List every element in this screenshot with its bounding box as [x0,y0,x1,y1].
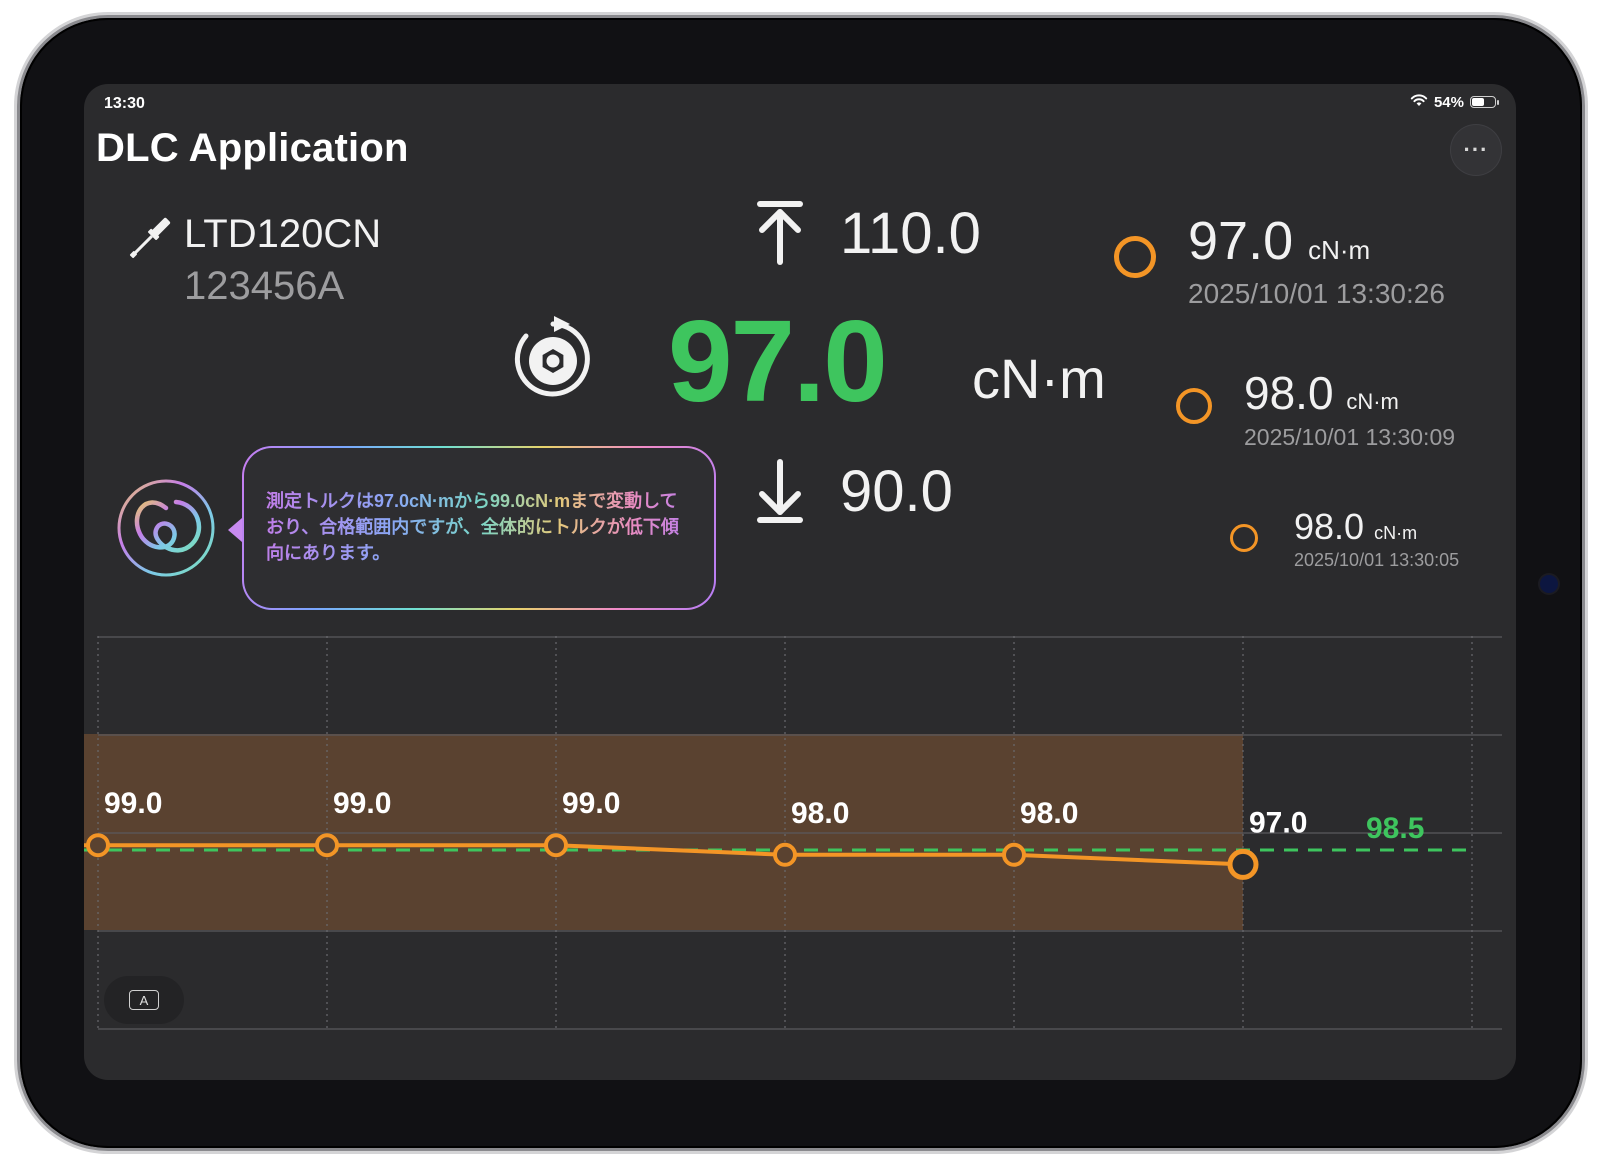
history-unit: cN·m [1374,523,1418,543]
more-options-button[interactable]: ··· [1450,124,1502,176]
history-status-ring-icon [1230,524,1258,552]
history-status-ring-icon [1176,388,1212,424]
history-value: 97.0 cN·m [1188,211,1371,271]
wifi-icon [1410,93,1428,111]
history-status-ring-icon [1114,236,1156,278]
data-label: 98.0 [791,797,849,830]
upper-limit-arrow-icon [752,198,808,273]
upper-limit-value: 110.0 [840,201,981,266]
history-timestamp: 2025/10/01 13:30:26 [1188,278,1445,309]
history-unit: cN·m [1308,235,1371,265]
data-label: 99.0 [333,787,391,820]
ai-assistant-icon[interactable] [116,478,216,583]
data-point [1227,848,1259,880]
battery-percent: 54% [1433,93,1464,111]
data-point [773,842,797,867]
lower-limit-arrow-icon [752,456,808,531]
current-torque-unit: cN·m [972,347,1106,410]
tolerance-band [84,734,1243,930]
data-point [315,833,339,858]
data-point [86,833,110,858]
data-point [1002,842,1026,867]
lower-limit-value: 90.0 [840,459,953,524]
history-value: 98.0 cN·m [1244,367,1399,419]
status-time: 13:30 [104,95,145,112]
tool-model: LTD120CN [184,212,382,256]
screwdriver-icon [122,212,176,271]
history-item[interactable]: 98.0 cN·m 2025/10/01 13:30:05 [1228,506,1498,576]
history-item[interactable]: 97.0 cN·m 2025/10/01 13:30:26 [1108,208,1488,309]
font-size-toggle-button[interactable]: A [104,976,184,1024]
history-item[interactable]: 98.0 cN·m 2025/10/01 13:30:09 [1172,366,1492,456]
font-size-icon: A [129,990,159,1010]
torque-trend-chart: 98.5 99.0 99.0 99.0 98.0 98.0 97.0 [84,636,1502,1030]
current-torque-value: 97.0 [668,296,888,426]
assistant-message-text: 測定トルクは97.0cN·mから99.0cN·mまで変動しており、合格範囲内です… [266,488,692,566]
tightening-rotation-icon [510,316,596,407]
history-unit: cN·m [1346,389,1399,414]
page-title: DLC Application [96,126,409,170]
data-label: 99.0 [562,787,620,820]
status-indicators: 54% [1410,93,1499,111]
tool-serial: 123456A [184,264,345,308]
data-point [544,833,568,858]
data-label: 98.0 [1020,797,1078,830]
data-label: 97.0 [1249,806,1307,839]
app-screen: 13:30 54% DLC Application ··· LTD120CN 1… [84,84,1516,1080]
history-value: 98.0 cN·m [1294,506,1418,547]
assistant-message-bubble: 測定トルクは97.0cN·mから99.0cN·mまで変動しており、合格範囲内です… [242,446,716,610]
battery-icon [1470,96,1499,108]
front-camera [1540,575,1558,593]
assistant-bubble-tail [228,518,242,542]
data-label: 99.0 [104,787,162,820]
history-timestamp: 2025/10/01 13:30:05 [1294,550,1460,570]
average-value-label: 98.5 [1366,812,1424,845]
torque-series-line [84,843,1244,867]
history-timestamp: 2025/10/01 13:30:09 [1244,424,1456,450]
